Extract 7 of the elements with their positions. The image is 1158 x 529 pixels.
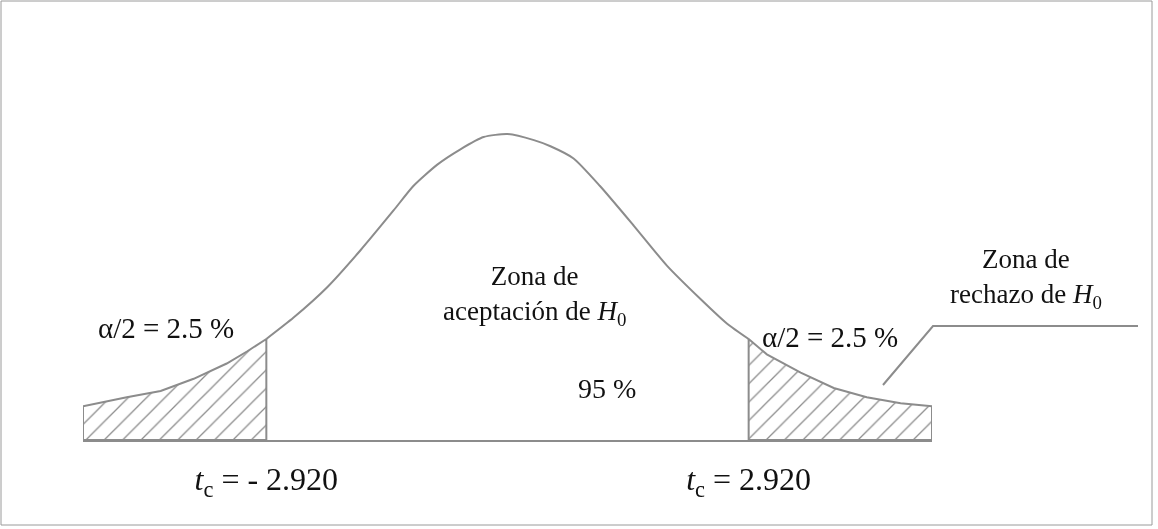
annotation: α/2 = 2.5 % — [98, 312, 235, 344]
annotation: Zona de aceptación de H$_{0}$ — [443, 261, 627, 330]
x-tick-label: t$_{c}$ = 2.920 — [686, 461, 812, 503]
x-tick-label: t$_{c}$ = - 2.920 — [194, 461, 339, 503]
annotation: α/2 = 2.5 % — [762, 321, 899, 353]
text: Zona de rechazo de H$_{0}$ — [950, 244, 1102, 313]
annotation: 95 % — [578, 373, 637, 404]
